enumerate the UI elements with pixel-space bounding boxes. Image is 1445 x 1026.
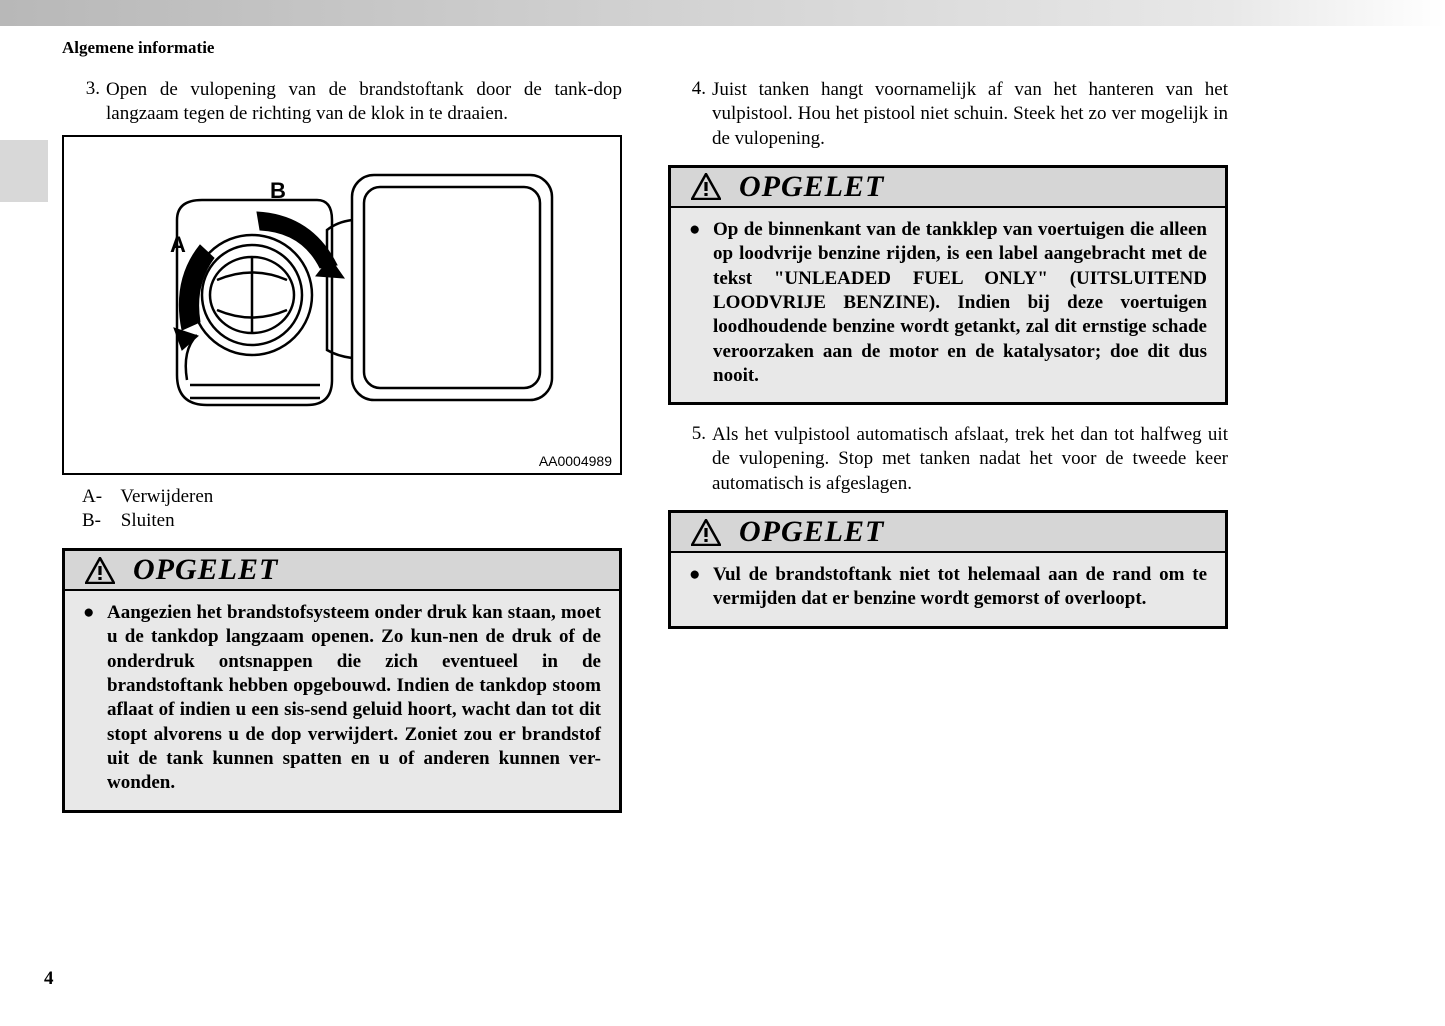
caution-box-3: OPGELET ● Vul de brandstoftank niet tot … [668, 510, 1228, 629]
legend-value: Verwijderen [120, 486, 213, 507]
page-number: 4 [44, 968, 54, 990]
bullet-icon: ● [689, 563, 713, 587]
figure-label-a: A [170, 232, 186, 257]
caution-text: Vul de brandstoftank niet tot helemaal a… [713, 563, 1207, 612]
step-text: Als het vulpistool automatisch afslaat, … [712, 423, 1228, 496]
caution-body: ● Vul de brandstoftank niet tot helemaal… [671, 553, 1225, 626]
caution-header: OPGELET [671, 168, 1225, 208]
caution-header: OPGELET [671, 513, 1225, 553]
fuel-cap-illustration: A B [102, 150, 582, 460]
step-number: 5. [668, 423, 712, 496]
warning-triangle-icon [691, 173, 721, 200]
step-text: Open de vulopening van de brandstoftank … [106, 78, 622, 127]
legend-row-a: A- Verwijderen [82, 485, 622, 510]
section-title: Algemene informatie [62, 38, 214, 58]
side-tab-marker [0, 140, 48, 202]
caution-title: OPGELET [739, 515, 884, 549]
caution-header: OPGELET [65, 551, 619, 591]
caution-title: OPGELET [739, 170, 884, 204]
caution-bullet-item: ● Aangezien het brandstofsysteem onder d… [83, 601, 601, 796]
figure-legend: A- Verwijderen B- Sluiten [62, 485, 622, 534]
step-5: 5. Als het vulpistool automatisch afslaa… [668, 423, 1228, 496]
legend-key: B- [82, 509, 116, 534]
legend-value: Sluiten [121, 510, 175, 531]
bullet-icon: ● [689, 218, 713, 242]
left-column: 3. Open de vulopening van de brandstofta… [62, 78, 622, 831]
figure-label-b: B [270, 178, 286, 203]
fuel-cap-figure: A B AA0004989 [62, 135, 622, 475]
caution-text: Aangezien het brandstofsysteem onder dru… [107, 601, 601, 796]
warning-triangle-icon [691, 519, 721, 546]
manual-page: Algemene informatie 3. Open de vulopenin… [0, 0, 1445, 1026]
legend-key: A- [82, 485, 116, 510]
bullet-icon: ● [83, 601, 107, 625]
step-number: 3. [62, 78, 106, 127]
step-number: 4. [668, 78, 712, 151]
header-gradient-bar [0, 0, 1445, 26]
caution-bullet-item: ● Vul de brandstoftank niet tot helemaal… [689, 563, 1207, 612]
caution-title: OPGELET [133, 553, 278, 587]
caution-bullet-item: ● Op de binnenkant van de tankklep van v… [689, 218, 1207, 388]
caution-box-1: OPGELET ● Aangezien het brandstofsysteem… [62, 548, 622, 813]
legend-row-b: B- Sluiten [82, 509, 622, 534]
step-3: 3. Open de vulopening van de brandstofta… [62, 78, 622, 127]
caution-body: ● Aangezien het brandstofsysteem onder d… [65, 591, 619, 810]
warning-triangle-icon [85, 557, 115, 584]
caution-body: ● Op de binnenkant van de tankklep van v… [671, 208, 1225, 402]
caution-box-2: OPGELET ● Op de binnenkant van de tankkl… [668, 165, 1228, 405]
step-text: Juist tanken hangt voornamelijk af van h… [712, 78, 1228, 151]
step-4: 4. Juist tanken hangt voornamelijk af va… [668, 78, 1228, 151]
figure-id: AA0004989 [539, 453, 612, 469]
caution-text: Op de binnenkant van de tankklep van voe… [713, 218, 1207, 388]
right-column: 4. Juist tanken hangt voornamelijk af va… [668, 78, 1228, 647]
